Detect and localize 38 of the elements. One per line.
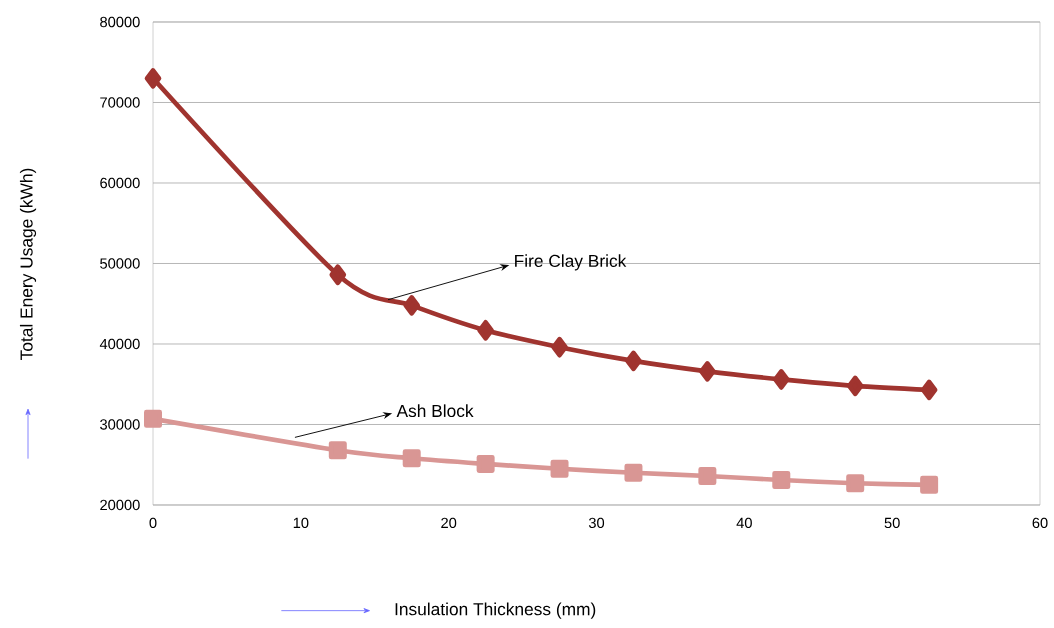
point [920,379,938,401]
point [624,463,643,482]
point [477,319,494,341]
y-tick-label: 30000 [100,419,140,430]
x-tick-label: 60 [1032,517,1048,529]
point [403,295,421,316]
y-tick-label: 80000 [100,16,140,28]
y-tick-label: 50000 [100,258,140,269]
x-tick-label: 0 [149,517,157,529]
y-tick-label: 20000 [100,499,140,511]
x-tick-label: 50 [884,517,900,529]
point [698,467,717,486]
point [699,361,716,382]
point [329,264,347,286]
point [328,441,347,460]
point [550,459,569,478]
point [625,350,642,372]
point [144,68,162,89]
point [551,336,568,358]
point [476,454,495,473]
x-tick-label: 30 [588,517,605,529]
point [772,471,791,490]
point [846,375,864,397]
x-axis-title: Insulation Thickness (mm) [395,602,596,619]
annotation: Ash Block [396,404,474,418]
point [920,475,939,494]
y-tick-label: 60000 [100,177,140,189]
annotation: Fire Clay Brick [515,254,627,271]
x-tick-label: 40 [736,517,752,529]
y-tick-label: 70000 [100,97,140,108]
point [846,474,865,493]
point [402,449,421,468]
point [772,369,790,390]
point [144,409,163,428]
y-axis-title: Total Enery Usage (kWh) [19,168,37,360]
y-tick-label: 40000 [99,338,140,350]
x-tick-label: 20 [441,517,457,529]
x-tick-label: 10 [293,517,309,529]
